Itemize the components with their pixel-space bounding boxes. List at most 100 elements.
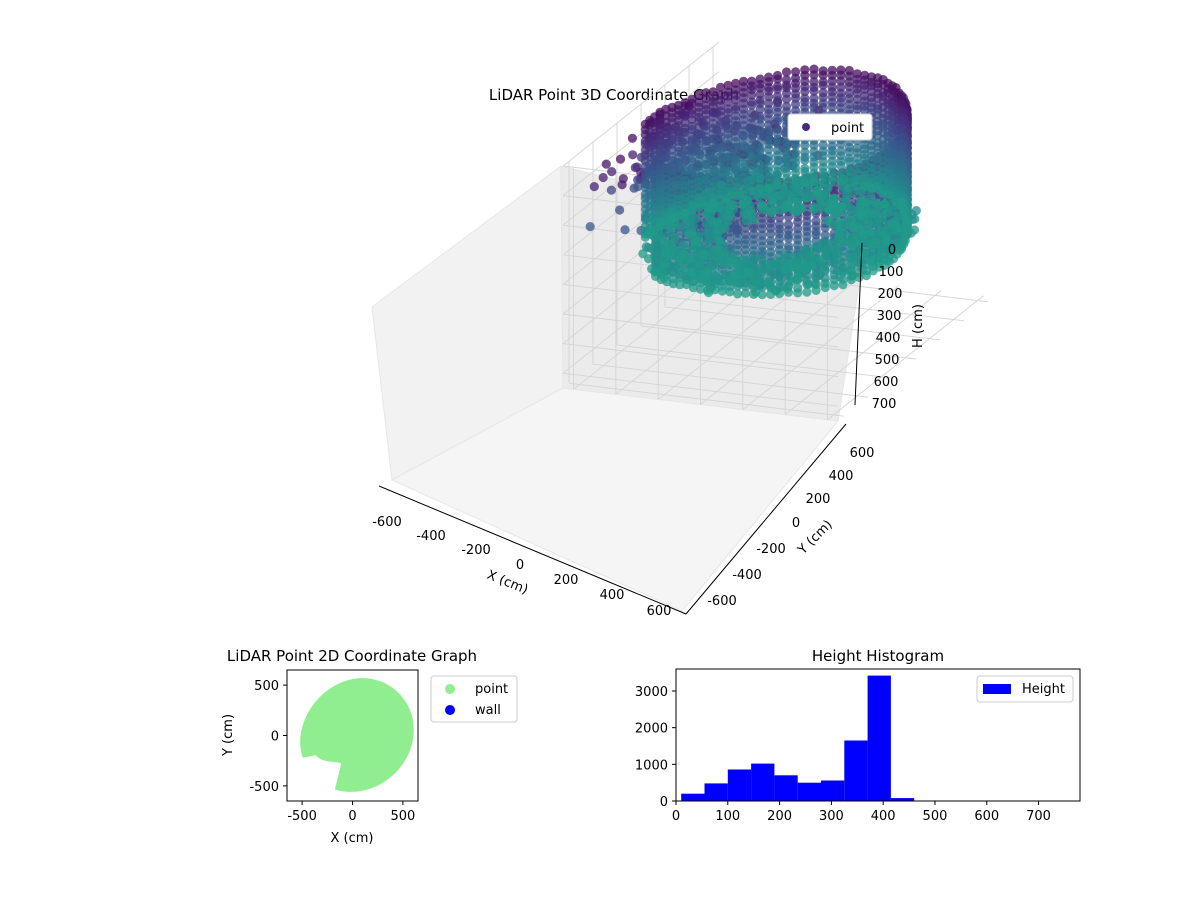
2d-scatter-plot: LiDAR Point 2D Coordinate Graph -500 0 500… [221, 647, 518, 846]
point-marker [725, 287, 735, 297]
3d-scatter-plot: LiDAR Point 3D Coordinate Graph -600 -40… [371, 41, 989, 619]
point-marker [652, 246, 662, 257]
point-marker [733, 289, 743, 299]
point-marker [694, 203, 704, 213]
grid-line-z [562, 343, 839, 378]
point-marker [844, 157, 854, 167]
point-marker [627, 133, 638, 143]
point-marker [713, 276, 723, 286]
point-marker [834, 244, 844, 254]
point-marker [693, 236, 703, 246]
point-marker [739, 189, 749, 200]
histogram-legend-label: Height [1022, 682, 1065, 697]
histogram-bar [844, 740, 868, 801]
histogram-bar [867, 675, 891, 801]
point-marker [708, 186, 718, 196]
point-marker [695, 284, 706, 294]
point-marker [846, 203, 856, 213]
2d-x-ticks: -500 0 500 [287, 801, 415, 824]
z-tick-label: 0 [888, 243, 896, 258]
3d-chart-title: LiDAR Point 3D Coordinate Graph [489, 86, 739, 104]
point-marker [728, 201, 739, 211]
x-tick-label: 0 [672, 809, 680, 824]
point-marker [869, 197, 880, 207]
point-marker [601, 159, 611, 169]
point-marker [840, 219, 850, 229]
point-marker [694, 132, 704, 143]
point-marker [701, 93, 711, 104]
y-tick-label: 0 [660, 795, 668, 810]
x-tick-label: 200 [554, 573, 579, 588]
point-marker [772, 256, 782, 266]
histogram-bar [821, 780, 845, 801]
point-marker [764, 156, 774, 166]
point-marker [675, 280, 685, 290]
x-tick-label: -400 [416, 529, 446, 544]
2d-legend: point wall [430, 675, 518, 723]
3d-legend-marker [802, 123, 810, 131]
point-marker [810, 279, 820, 289]
point-marker [872, 218, 882, 228]
point-marker [772, 74, 783, 84]
y-tick-label: 600 [850, 446, 875, 461]
grid-line-y [592, 363, 869, 398]
point-marker [708, 170, 718, 180]
point-marker [687, 98, 697, 108]
histogram-bar [681, 793, 705, 801]
point-marker [755, 104, 765, 114]
z-tick-label: 100 [879, 265, 904, 280]
point-marker [818, 177, 828, 187]
point-cloud-region [300, 678, 414, 792]
point-marker [896, 115, 907, 125]
x-tick-label: 500 [390, 809, 415, 824]
x-tick-label: 600 [974, 809, 999, 824]
point-marker [701, 125, 711, 135]
z-tick-label: 700 [872, 397, 897, 412]
point-marker [764, 171, 774, 182]
z-axis-ticks: 0 100 200 300 400 500 600 700 [872, 243, 904, 412]
point-marker [731, 125, 741, 136]
grid-line-y [568, 382, 845, 417]
point-marker [607, 167, 617, 177]
y-tick-label: -600 [707, 594, 737, 609]
point-marker [896, 133, 907, 143]
point-marker [651, 266, 661, 276]
point-marker [747, 154, 757, 164]
point-marker [716, 173, 726, 183]
point-marker [793, 288, 803, 298]
point-marker [910, 214, 920, 224]
point-marker [767, 196, 778, 206]
z-axis-line [854, 242, 863, 406]
point-marker [863, 218, 874, 228]
point-marker [694, 90, 704, 100]
legend-label-wall: wall [475, 703, 501, 718]
point-marker [769, 205, 779, 215]
histogram-bar [774, 775, 798, 801]
point-marker [766, 229, 776, 239]
point-marker [747, 133, 757, 143]
y-tick-label: 200 [806, 492, 831, 507]
point-marker [714, 236, 724, 246]
histogram-bar [751, 763, 775, 801]
point-marker [818, 80, 828, 90]
point-marker [818, 70, 828, 80]
point-marker [791, 99, 801, 109]
point-marker [827, 176, 837, 186]
height-histogram: Height Histogram 0 100 200 300 400 500 600 700 … [635, 647, 1081, 824]
point-marker [860, 174, 870, 185]
2d-y-ticks: -500 0 500 [249, 679, 287, 795]
point-marker [757, 290, 767, 300]
point-marker [598, 172, 608, 183]
point-marker [781, 94, 792, 104]
2d-x-axis-label: X (cm) [331, 831, 374, 846]
histogram-frame [675, 668, 1081, 802]
x-tick-label: 700 [1026, 809, 1051, 824]
z-tick-label: 300 [877, 309, 902, 324]
histogram-legend: Height [976, 675, 1074, 703]
x-tick-label: 200 [767, 809, 792, 824]
point-marker [791, 140, 801, 150]
point-marker [809, 86, 819, 96]
point-marker [764, 144, 774, 154]
point-marker [680, 208, 690, 218]
point-marker [723, 155, 733, 165]
